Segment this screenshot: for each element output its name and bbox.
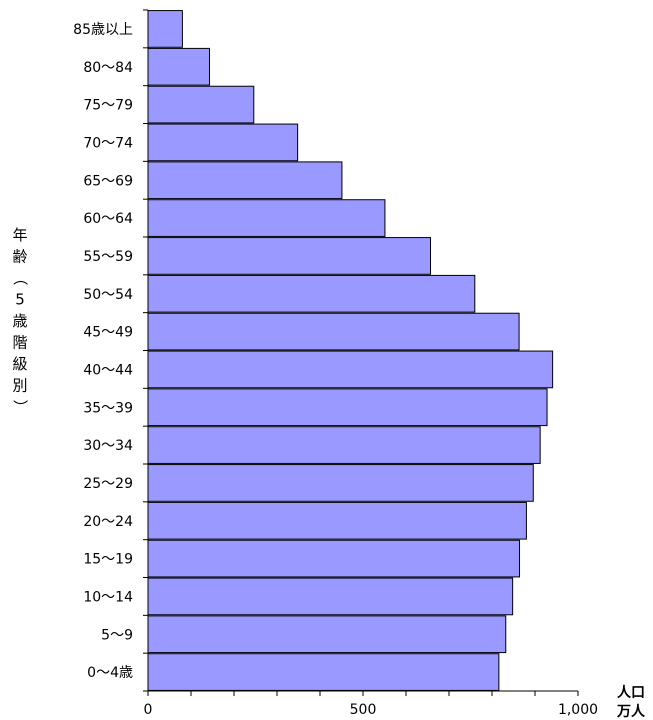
unit-label-ten-thousand: 万人 — [616, 703, 646, 720]
y-axis-label-char-3: 5 — [15, 291, 25, 309]
category-label-10: 35～39 — [83, 400, 133, 416]
category-label-11: 30～34 — [83, 438, 133, 454]
bar-7 — [147, 274, 476, 313]
x-tick-label-0: 0 — [144, 702, 153, 718]
bar-12 — [147, 464, 534, 502]
x-axis-ticks — [147, 691, 579, 696]
bar-8 — [147, 312, 520, 351]
bar-15 — [147, 577, 514, 616]
x-tick-label-1: 500 — [350, 702, 377, 718]
x-tick-labels: 0 500 1,000 — [144, 702, 599, 718]
bar-4 — [147, 161, 343, 200]
bar-0 — [147, 10, 183, 48]
y-axis-label-char-8: ） — [11, 399, 29, 414]
category-label-17: 0～4歳 — [87, 665, 133, 681]
category-label-5: 60～64 — [83, 211, 133, 227]
category-label-16: 5～9 — [101, 627, 133, 643]
y-axis-label-char-2: （ — [11, 270, 29, 285]
bar-11 — [147, 426, 541, 464]
bar-13 — [147, 501, 527, 540]
category-label-7: 50～54 — [83, 287, 133, 303]
bar-5 — [147, 199, 386, 237]
bar-17 — [147, 653, 500, 691]
bar-1 — [147, 47, 210, 86]
y-axis-label-char-7: 別 — [12, 377, 27, 395]
bar-16 — [147, 615, 507, 654]
category-label-8: 45～49 — [83, 325, 133, 341]
category-label-13: 20～24 — [83, 514, 133, 530]
bar-2 — [147, 85, 255, 124]
category-label-14: 15～19 — [83, 552, 133, 568]
category-label-12: 25～29 — [83, 476, 133, 492]
bar-10 — [147, 388, 548, 427]
category-label-0: 85歳以上 — [73, 22, 133, 38]
category-label-4: 65～69 — [83, 173, 133, 189]
category-label-9: 40～44 — [83, 362, 133, 378]
bars-group — [147, 10, 554, 691]
category-label-2: 75～79 — [83, 98, 133, 114]
y-axis-label-char-1: 齢 — [12, 248, 27, 266]
y-axis-ticks — [143, 9, 148, 692]
y-axis-label-char-6: 級 — [12, 355, 27, 373]
x-tick-label-2: 1,000 — [558, 702, 598, 718]
y-axis-label-char-5: 階 — [12, 334, 27, 352]
unit-label-population: 人口 — [617, 684, 645, 701]
category-labels: 85歳以上 80～84 75～79 70～74 65～69 60～64 55～59 50～54… — [73, 22, 133, 681]
bar-6 — [147, 237, 432, 275]
category-label-1: 80～84 — [83, 60, 133, 76]
bar-9 — [147, 350, 554, 389]
category-label-15: 10～14 — [83, 589, 133, 605]
y-axis-label-char-4: 歳 — [12, 312, 27, 330]
bar-14 — [147, 539, 521, 578]
bar-3 — [147, 123, 299, 162]
category-label-3: 70～74 — [83, 135, 133, 151]
y-axis-label-char-0: 年 — [12, 226, 27, 244]
category-label-6: 55～59 — [83, 249, 133, 265]
